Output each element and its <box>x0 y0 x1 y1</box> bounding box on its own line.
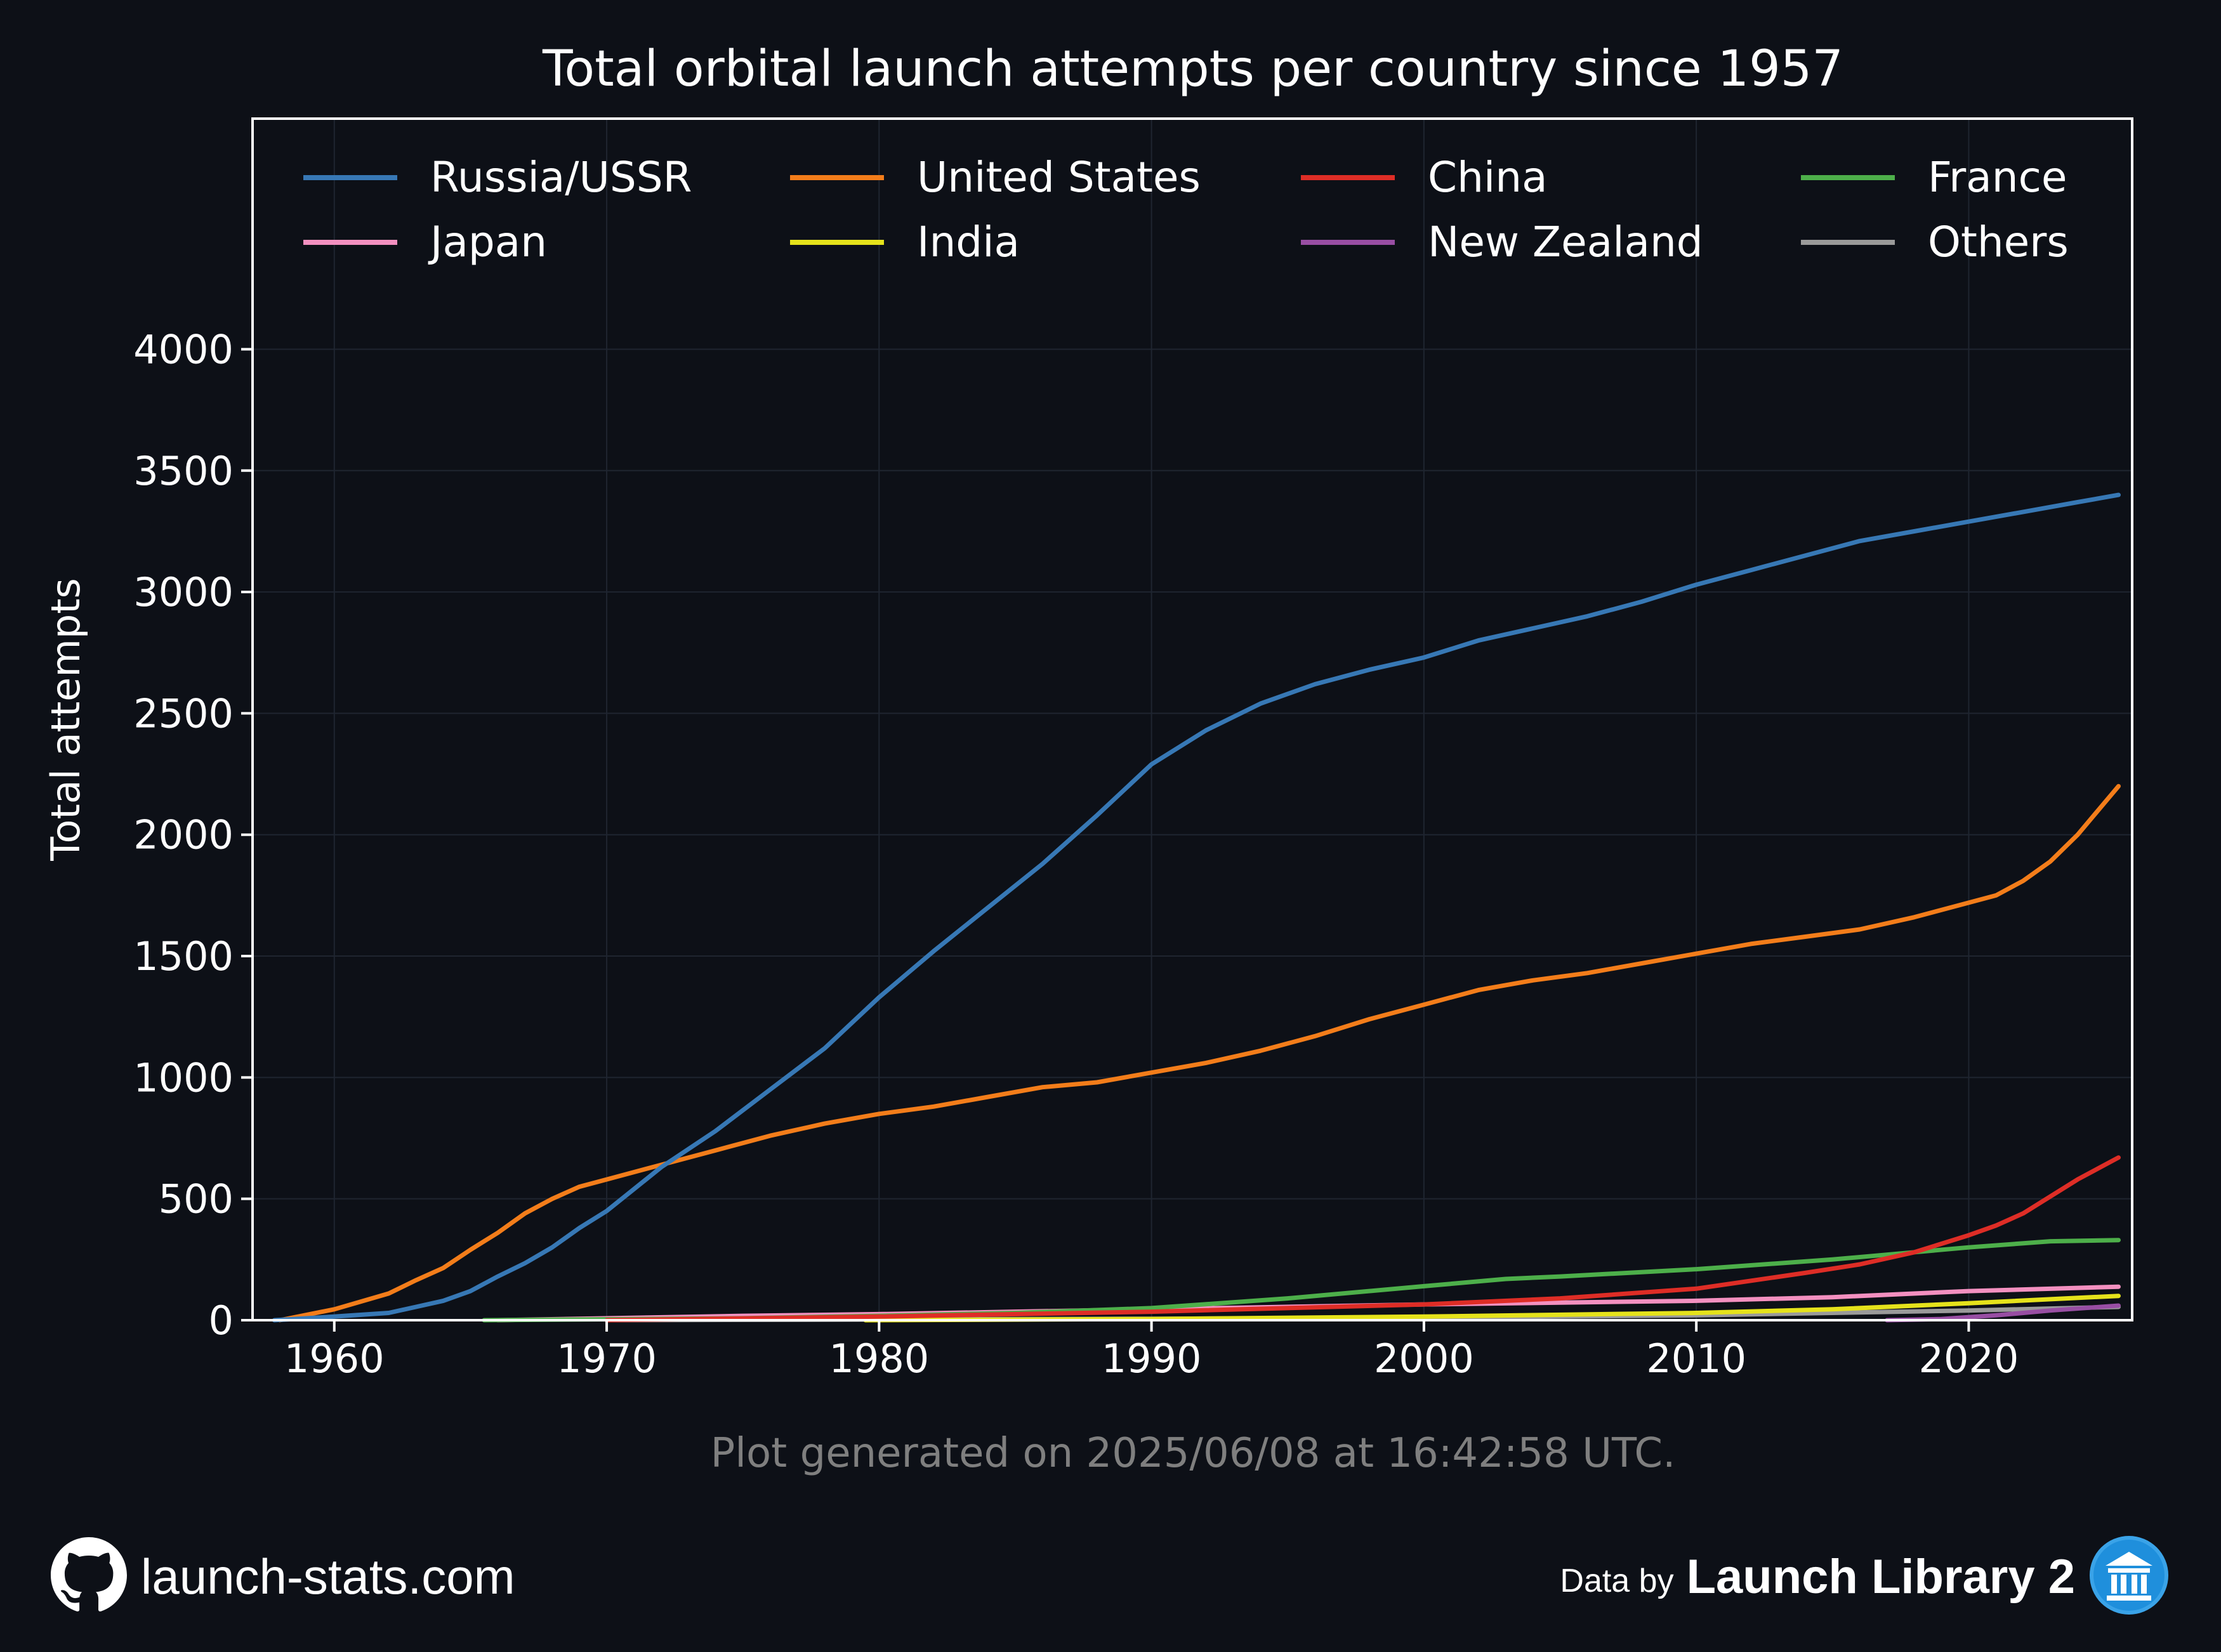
x-tick-label: 2020 <box>1919 1335 2019 1382</box>
y-tick-label: 2000 <box>133 812 234 858</box>
y-tick-label: 2500 <box>133 690 234 737</box>
legend-label-russia-ussr: Russia/USSR <box>430 153 692 202</box>
legend-label-china: China <box>1428 153 1548 202</box>
legend-label-france: France <box>1928 153 2067 202</box>
footer-source: Data by Launch Library 2 <box>1560 1535 2170 1618</box>
plot-frame <box>251 117 2133 1321</box>
series-line-china <box>604 1155 2121 1323</box>
legend-label-new-zealand: New Zealand <box>1428 218 1703 266</box>
x-tick-label: 2000 <box>1374 1335 1474 1382</box>
legend-label-others: Others <box>1928 218 2069 266</box>
y-tick-label: 1000 <box>133 1054 234 1101</box>
footer-site[interactable]: launch-stats.com <box>51 1537 515 1612</box>
legend-label-united-states: United States <box>917 153 1201 202</box>
y-tick-label: 3500 <box>133 448 234 494</box>
series-lines <box>272 492 2121 1323</box>
y-tick-label: 4000 <box>133 326 234 372</box>
legend-label-japan: Japan <box>428 218 547 266</box>
y-axis: 0 500 1000 1500 2000 2500 3000 3500 4000 <box>133 326 253 1344</box>
site-link[interactable]: launch-stats.com <box>141 1548 515 1604</box>
y-tick-label: 1500 <box>133 933 234 980</box>
x-tick-label: 1970 <box>557 1335 657 1382</box>
x-axis: 1960 1970 1980 1990 2000 2010 2020 <box>284 1320 2019 1382</box>
x-tick-label: 2010 <box>1646 1335 1746 1382</box>
x-tick-label: 1960 <box>284 1335 385 1382</box>
legend: Russia/USSR United States China France Japan… <box>303 153 2069 266</box>
series-line-japan <box>495 1284 2121 1323</box>
y-tick-label: 3000 <box>133 569 234 615</box>
github-icon <box>51 1537 127 1616</box>
y-tick-label: 500 <box>159 1176 234 1223</box>
legend-label-india: India <box>917 218 1020 266</box>
chart-title: Total orbital launch attempts per countr… <box>542 41 1843 98</box>
series-line-united-states <box>277 783 2121 1323</box>
y-tick-label: 0 <box>209 1297 234 1344</box>
x-tick-label: 1990 <box>1102 1335 1202 1382</box>
grid <box>253 119 2132 1321</box>
series-line-russia-ussr <box>272 492 2121 1323</box>
footnote: Plot generated on 2025/06/08 at 16:42:58… <box>711 1430 1676 1477</box>
data-by-label: Data by <box>1560 1563 1674 1599</box>
x-tick-label: 1980 <box>829 1335 929 1382</box>
source-name: Launch Library 2 <box>1686 1549 2075 1604</box>
library-icon <box>2088 1534 2170 1619</box>
y-axis-label: Total attempts <box>43 578 89 862</box>
